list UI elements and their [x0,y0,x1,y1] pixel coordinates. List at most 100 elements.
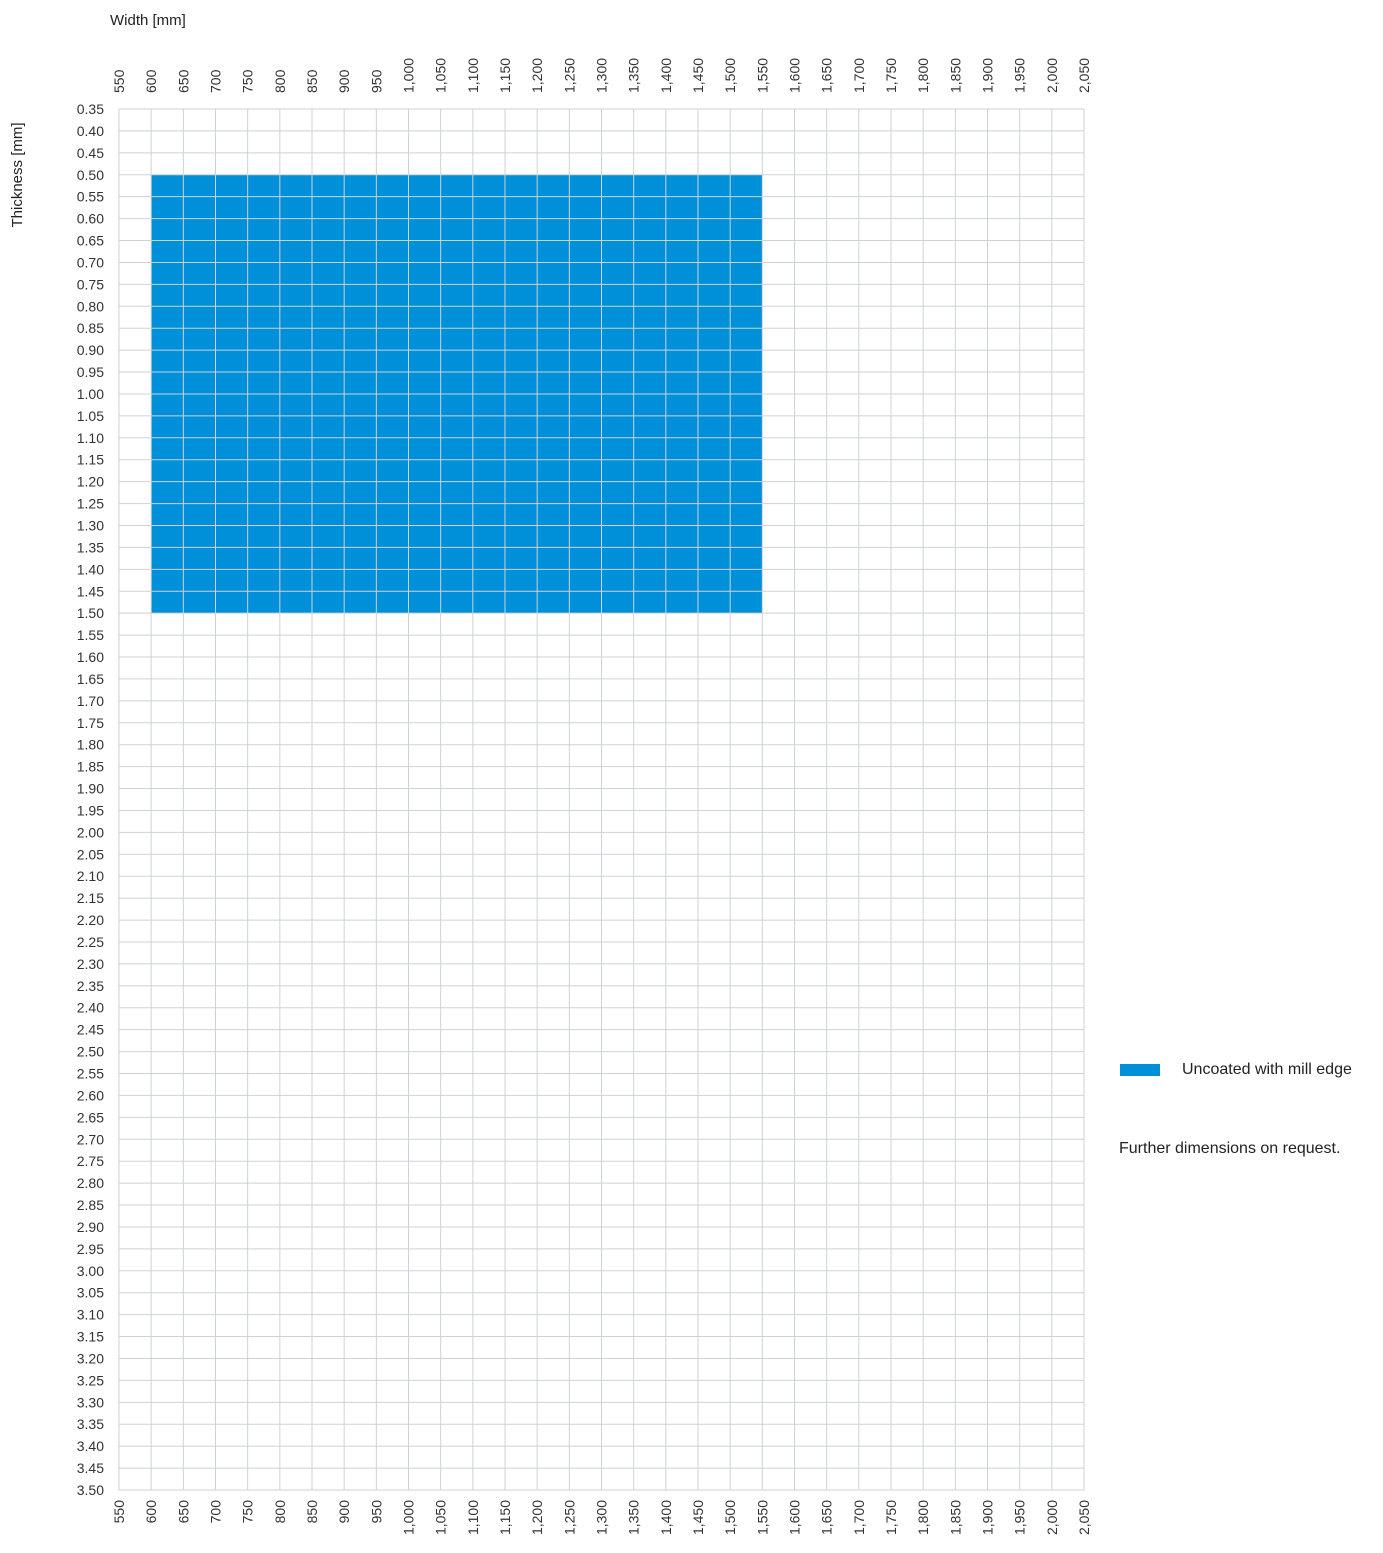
x-tick-label-bottom: 1,000 [401,1500,417,1535]
y-tick-label: 0.65 [77,233,104,249]
x-tick-label-bottom: 650 [175,1500,191,1524]
x-tick-label-top: 600 [143,69,159,93]
x-axis-title: Width [mm] [110,12,186,29]
y-tick-label: 0.35 [77,101,104,117]
y-tick-label: 0.90 [77,342,104,358]
y-tick-label: 2.35 [77,978,104,994]
y-tick-label: 1.65 [77,671,104,687]
y-tick-label: 3.10 [77,1307,104,1323]
x-tick-label-top: 950 [368,69,384,93]
x-tick-label-top: 750 [240,69,256,93]
y-tick-label: 1.75 [77,715,104,731]
x-tick-label-bottom: 1,550 [754,1500,770,1535]
x-tick-label-top: 1,500 [722,58,738,93]
y-tick-label: 1.30 [77,517,104,533]
y-tick-label: 3.50 [77,1482,104,1498]
y-tick-label: 1.20 [77,474,104,490]
y-tick-label: 1.45 [77,583,104,599]
x-tick-label-bottom: 1,800 [915,1500,931,1535]
y-tick-label: 1.95 [77,802,104,818]
x-tick-label-bottom: 700 [208,1500,224,1524]
x-tick-label-bottom: 1,200 [529,1500,545,1535]
x-tick-label-top: 1,100 [465,58,481,93]
y-tick-label: 2.10 [77,868,104,884]
x-tick-label-top: 1,000 [401,58,417,93]
y-tick-label: 1.90 [77,781,104,797]
x-tick-label-top: 1,200 [529,58,545,93]
y-tick-label: 3.45 [77,1460,104,1476]
x-tick-label-bottom: 600 [143,1500,159,1524]
y-tick-label: 0.45 [77,145,104,161]
y-tick-label: 0.60 [77,211,104,227]
x-tick-label-top: 800 [272,69,288,93]
x-tick-label-bottom: 1,350 [626,1500,642,1535]
y-tick-label: 1.05 [77,408,104,424]
x-tick-label-bottom: 850 [304,1500,320,1524]
legend-swatch [1120,1064,1160,1076]
y-tick-label: 1.55 [77,627,104,643]
y-tick-label: 2.15 [77,890,104,906]
x-tick-label-bottom: 2,000 [1044,1500,1060,1535]
y-tick-label: 0.75 [77,276,104,292]
y-tick-label: 2.25 [77,934,104,950]
x-tick-label-top: 700 [208,69,224,93]
y-axis-title: Thickness [mm] [9,122,26,227]
x-tick-label-top: 1,750 [883,58,899,93]
x-tick-label-top: 1,700 [851,58,867,93]
x-tick-label-bottom: 2,050 [1076,1500,1092,1535]
y-tick-label: 3.00 [77,1263,104,1279]
x-tick-label-bottom: 1,150 [497,1500,513,1535]
x-tick-label-bottom: 1,500 [722,1500,738,1535]
y-tick-label: 2.65 [77,1109,104,1125]
y-tick-labels: 0.35 0.40 0.45 0.50 0.55 0.60 0.65 0.70 0.75 0.80… [77,101,104,1498]
x-tick-label-top: 2,050 [1076,58,1092,93]
x-tick-label-bottom: 1,250 [561,1500,577,1535]
x-tick-label-top: 650 [175,69,191,93]
y-tick-label: 1.35 [77,539,104,555]
y-tick-label: 0.50 [77,167,104,183]
y-tick-label: 0.40 [77,123,104,139]
y-tick-label: 2.80 [77,1175,104,1191]
x-tick-label-bottom: 1,700 [851,1500,867,1535]
x-tick-label-bottom: 1,750 [883,1500,899,1535]
y-tick-label: 1.15 [77,452,104,468]
y-tick-label: 3.40 [77,1438,104,1454]
y-tick-label: 1.40 [77,561,104,577]
y-tick-label: 2.90 [77,1219,104,1235]
y-tick-label: 2.45 [77,1022,104,1038]
x-tick-label-top: 850 [304,69,320,93]
y-tick-label: 0.70 [77,254,104,270]
x-tick-label-bottom: 750 [240,1500,256,1524]
x-tick-label-bottom: 1,600 [787,1500,803,1535]
y-tick-label: 2.50 [77,1044,104,1060]
plot-frame [118,108,1085,1491]
y-tick-label: 2.70 [77,1131,104,1147]
x-tick-label-top: 1,050 [433,58,449,93]
y-tick-label: 1.85 [77,759,104,775]
y-tick-label: 3.35 [77,1416,104,1432]
x-tick-label-top: 1,550 [754,58,770,93]
y-tick-label: 2.75 [77,1153,104,1169]
x-tick-label-top: 1,300 [594,58,610,93]
y-tick-label: 2.40 [77,1000,104,1016]
x-tick-label-top: 1,400 [658,58,674,93]
y-tick-label: 1.10 [77,430,104,446]
x-tick-label-top: 1,350 [626,58,642,93]
y-tick-label: 3.15 [77,1329,104,1345]
x-tick-label-top: 1,600 [787,58,803,93]
y-tick-label: 2.85 [77,1197,104,1213]
legend: Uncoated with mill edge [1120,1061,1352,1079]
y-tick-label: 0.80 [77,298,104,314]
x-tick-label-top: 1,800 [915,58,931,93]
x-tick-label-bottom: 900 [336,1500,352,1524]
x-tick-label-top: 1,150 [497,58,513,93]
x-tick-label-top: 2,000 [1044,58,1060,93]
x-tick-label-top: 1,850 [947,58,963,93]
y-tick-label: 0.85 [77,320,104,336]
grid-layer [118,108,1085,1491]
footnote: Further dimensions on request. [1119,1140,1341,1157]
x-tick-label-bottom: 1,400 [658,1500,674,1535]
legend-label: Uncoated with mill edge [1182,1061,1352,1078]
y-tick-label: 2.05 [77,846,104,862]
